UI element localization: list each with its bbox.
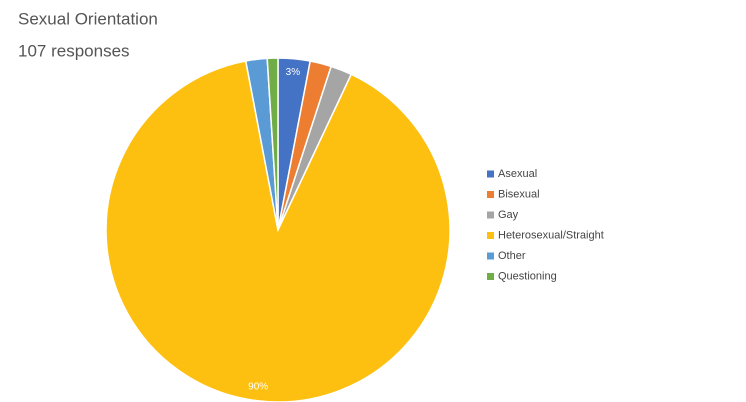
data-label: 90% bbox=[248, 382, 268, 393]
legend-label: Other bbox=[498, 250, 526, 262]
chart-title: Sexual Orientation bbox=[18, 9, 158, 28]
chart-subtitle: 107 responses bbox=[18, 41, 130, 60]
legend-label: Asexual bbox=[498, 168, 537, 180]
pie-slice bbox=[266, 57, 279, 231]
legend-label: Bisexual bbox=[498, 188, 540, 200]
legend-swatch bbox=[487, 191, 494, 198]
legend-swatch bbox=[487, 252, 494, 260]
legend-label: Heterosexual/Straight bbox=[498, 229, 604, 241]
legend-label: Questioning bbox=[498, 270, 557, 282]
legend-label: Gay bbox=[498, 209, 519, 221]
legend-swatch bbox=[487, 170, 494, 178]
pie-slice bbox=[105, 60, 451, 402]
data-label: 3% bbox=[286, 67, 301, 78]
legend-swatch bbox=[487, 232, 494, 239]
legend-swatch bbox=[487, 211, 494, 219]
legend-swatch bbox=[487, 273, 494, 280]
